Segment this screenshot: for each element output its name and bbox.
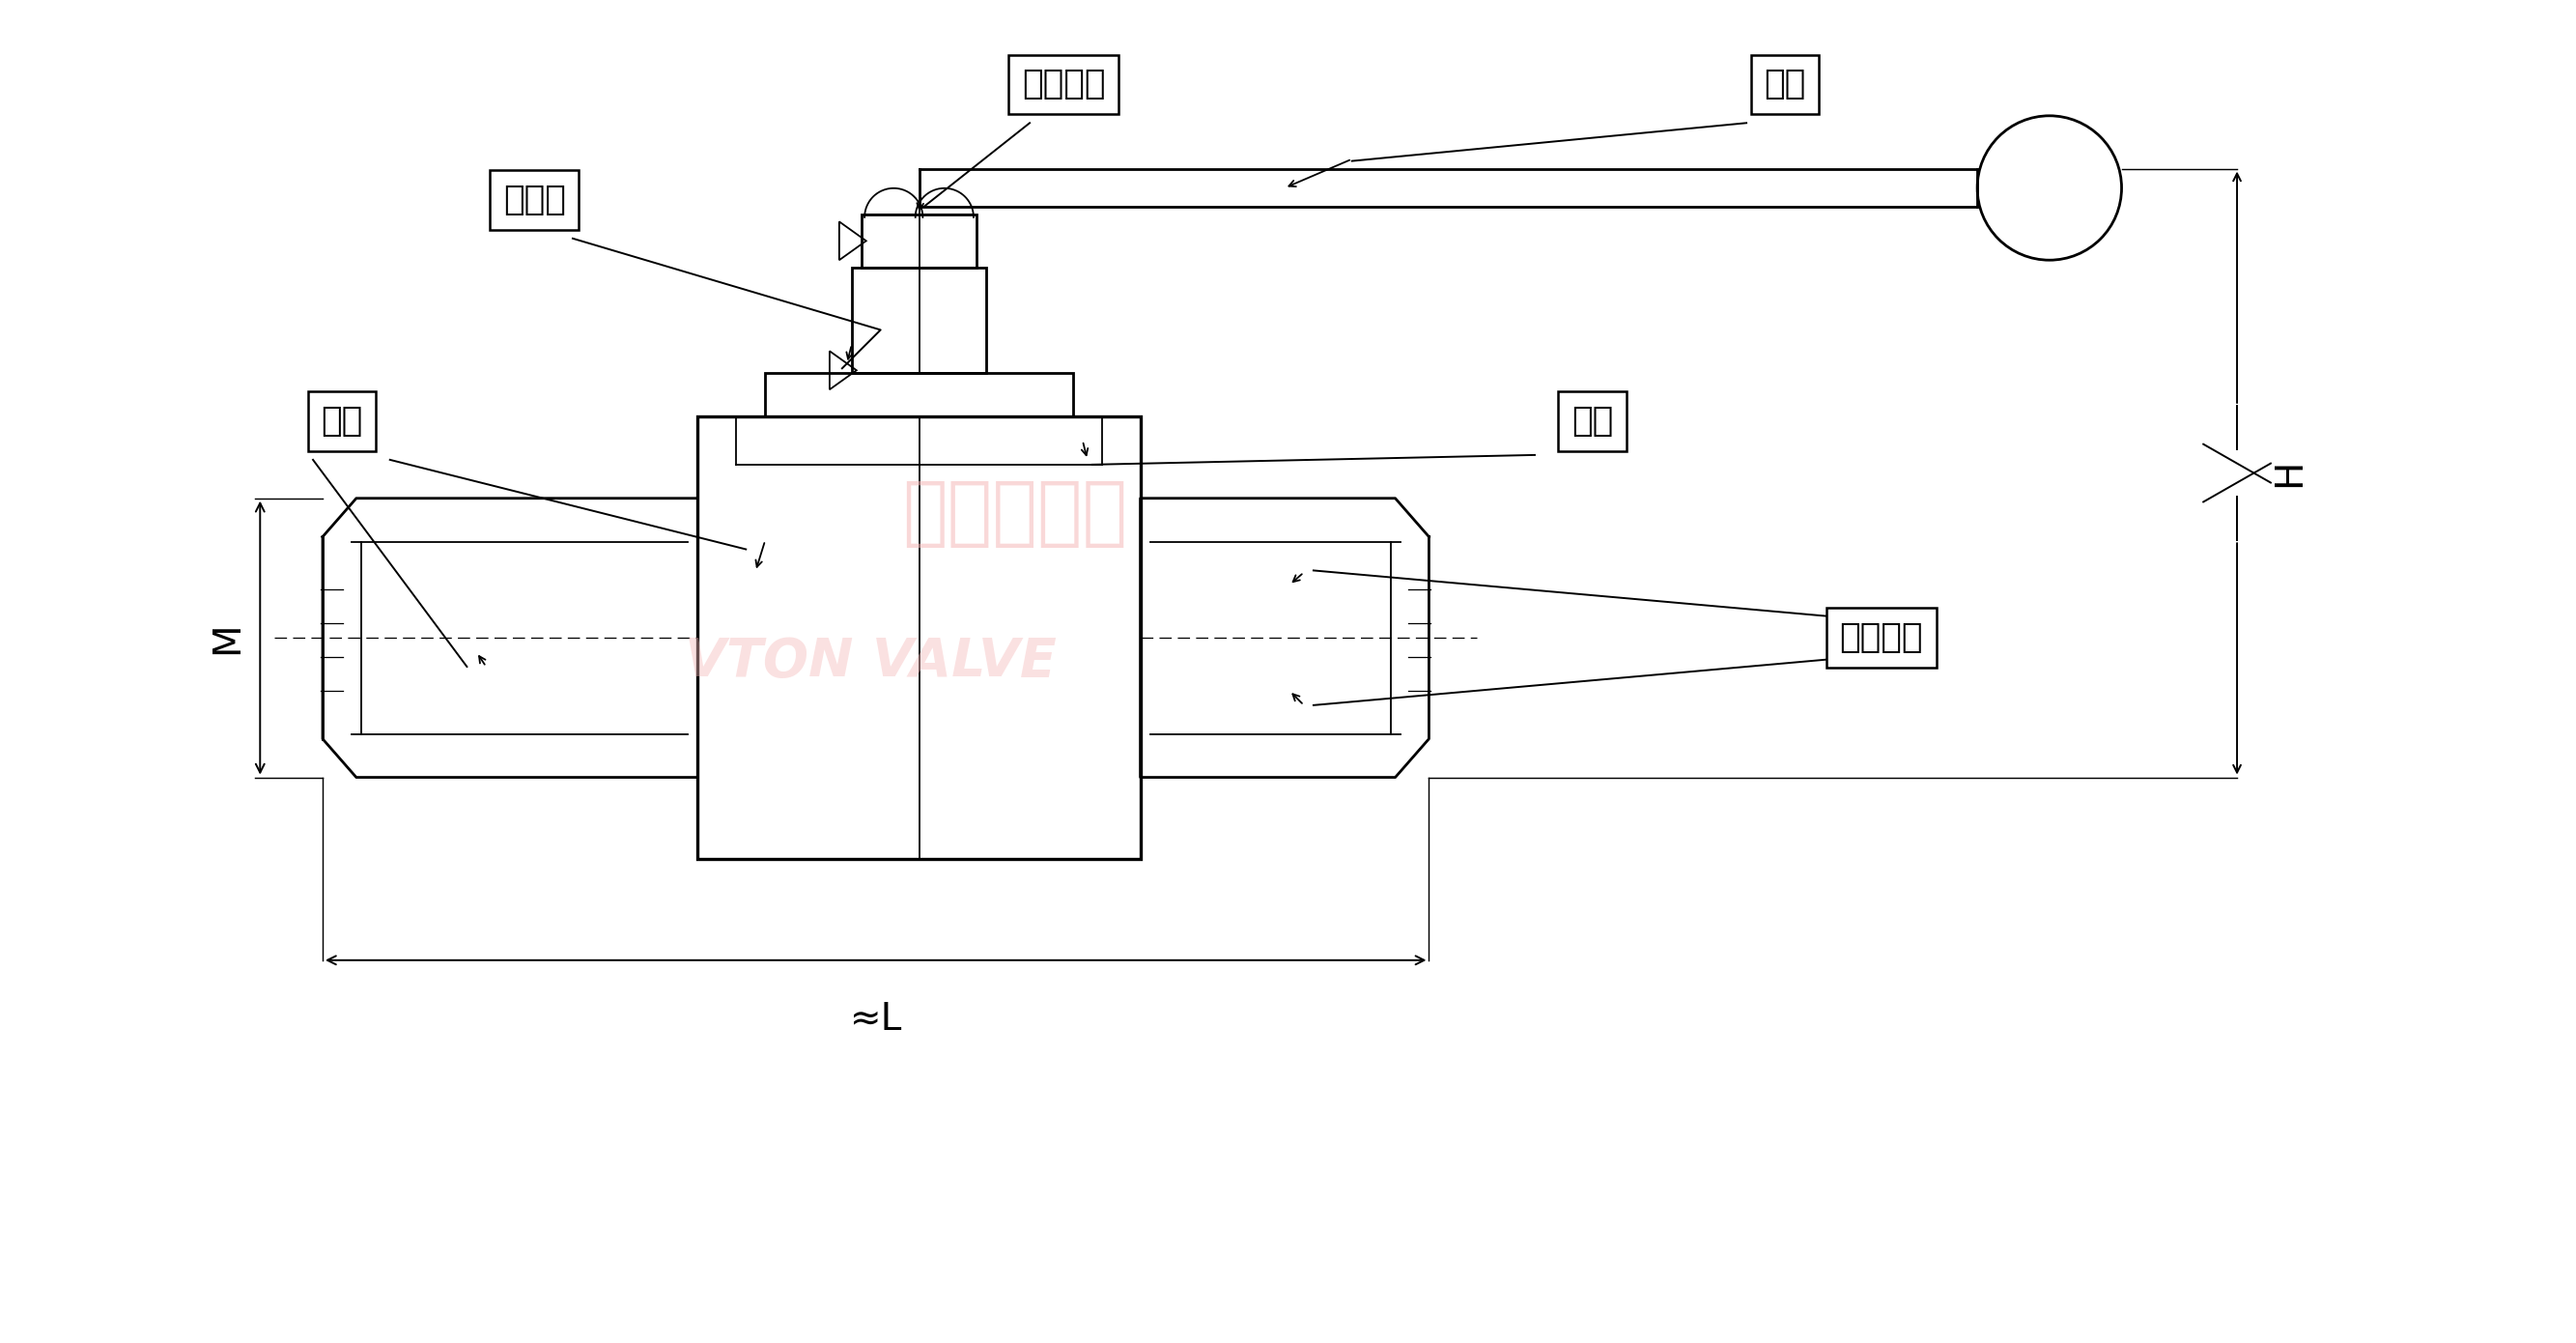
Text: 手柄: 手柄 — [1765, 68, 1806, 101]
Text: 阀体: 阀体 — [322, 404, 363, 438]
Text: 锁紧螺母: 锁紧螺母 — [1023, 68, 1105, 101]
Text: H: H — [2269, 459, 2308, 488]
Text: 阀座: 阀座 — [1571, 404, 1613, 438]
Text: M: M — [209, 622, 245, 654]
Text: VTON VALVE: VTON VALVE — [685, 635, 1056, 688]
Bar — [853, 267, 987, 373]
Text: ≈L: ≈L — [850, 1001, 902, 1037]
Bar — [698, 416, 1141, 860]
Bar — [860, 215, 976, 267]
Text: 管道接口: 管道接口 — [1839, 622, 1922, 654]
Text: 限位片: 限位片 — [502, 184, 567, 216]
Text: 北京永德宝: 北京永德宝 — [902, 475, 1128, 549]
Bar — [765, 373, 1074, 416]
